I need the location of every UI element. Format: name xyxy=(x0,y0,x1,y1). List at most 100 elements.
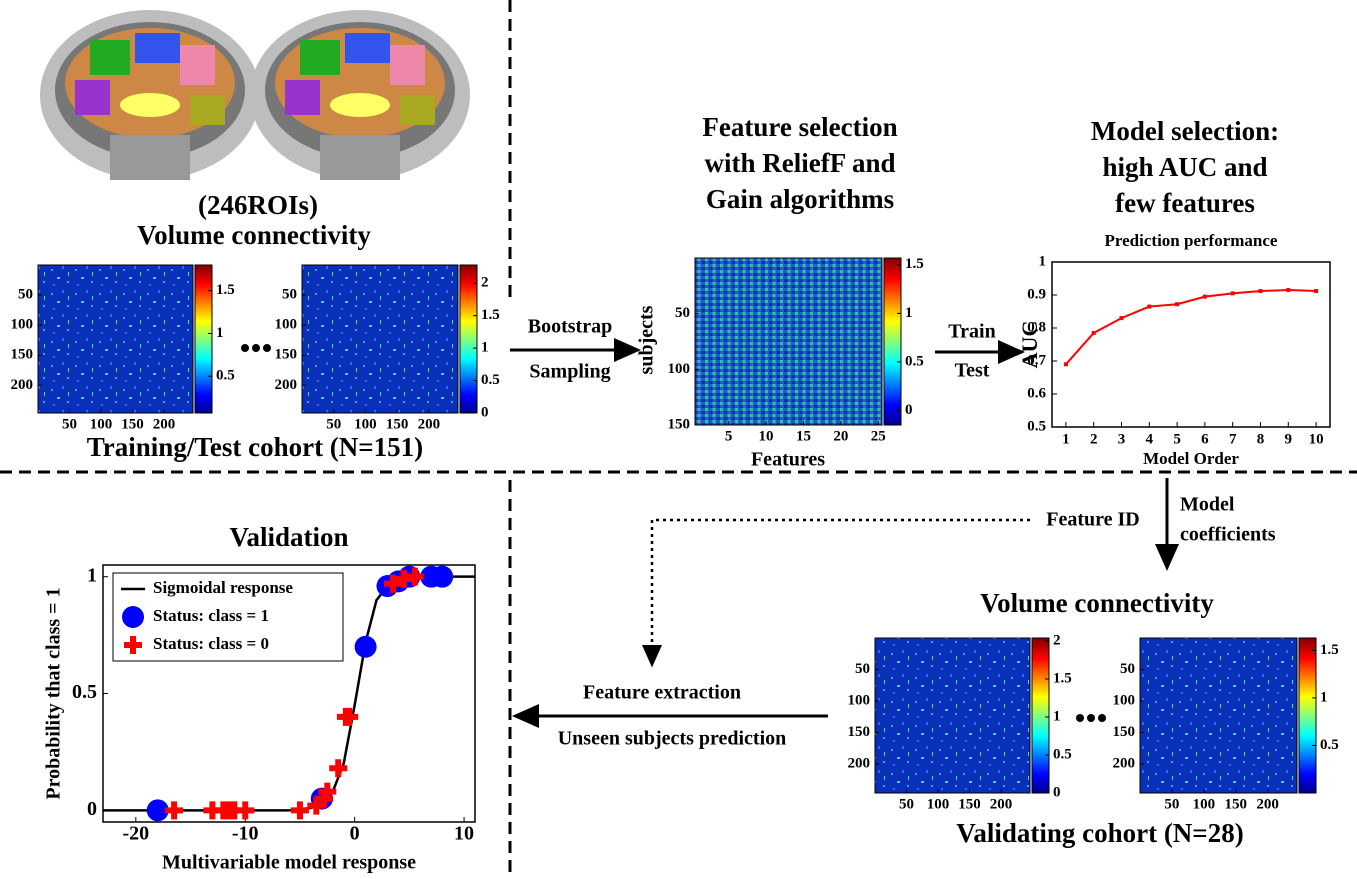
x-tick-label: 5 xyxy=(725,428,733,444)
colorbar-tick-label: 1.5 xyxy=(481,307,500,323)
colorbar xyxy=(460,265,477,413)
x-tick-label: 7 xyxy=(1229,431,1237,447)
panel-title: with ReliefF and xyxy=(705,148,896,178)
colorbar xyxy=(195,265,212,413)
colorbar-tick-label: 0.5 xyxy=(1053,746,1072,762)
x-tick-label: 2 xyxy=(1090,431,1098,447)
y-tick-label: 0 xyxy=(87,798,97,820)
chart-title: Prediction performance xyxy=(1105,231,1278,250)
point xyxy=(340,708,358,726)
x-tick-label: 50 xyxy=(899,796,914,812)
y-tick-label: 200 xyxy=(848,755,871,771)
x-tick-label: 1 xyxy=(1062,431,1070,447)
x-tick-label: 10 xyxy=(1309,431,1324,447)
legend-label: Status: class = 0 xyxy=(153,634,269,653)
x-tick-label: 20 xyxy=(833,428,848,444)
x-tick-label: 200 xyxy=(418,416,441,432)
colorbar-tick-label: 0.5 xyxy=(1320,737,1339,753)
y-tick-label: 50 xyxy=(282,287,297,303)
x-tick-label: 4 xyxy=(1146,431,1154,447)
caption: Training/Test cohort (N=151) xyxy=(87,432,423,462)
colorbar xyxy=(1299,638,1316,793)
colorbar-tick-label: 0 xyxy=(905,402,913,418)
y-tick-label: 100 xyxy=(11,317,34,333)
colorbar-tick-label: 1.5 xyxy=(905,256,924,272)
x-tick-label: 9 xyxy=(1285,431,1293,447)
x-tick-label: 100 xyxy=(90,416,113,432)
x-tick-label: 10 xyxy=(454,823,474,845)
y-tick-label: 1 xyxy=(1039,253,1047,269)
y-tick-label: 200 xyxy=(1113,755,1136,771)
x-tick-label: 100 xyxy=(354,416,377,432)
x-tick-label: 15 xyxy=(796,428,811,444)
point xyxy=(1259,289,1263,293)
colorbar-tick-label: 2 xyxy=(1053,632,1061,648)
panel-title: Volume connectivity xyxy=(137,220,371,250)
colorbar-tick-label: 0.5 xyxy=(481,372,500,388)
x-tick-label: 5 xyxy=(1173,431,1181,447)
heatmap xyxy=(875,638,1030,793)
panel-title: Feature selection xyxy=(702,112,897,142)
brain-images xyxy=(0,10,505,190)
point xyxy=(355,636,377,658)
point xyxy=(165,801,183,819)
heatmap xyxy=(302,265,458,413)
x-tick-label: 3 xyxy=(1118,431,1126,447)
colorbar-tick-label: 0 xyxy=(1053,784,1061,800)
x-tick-label: 100 xyxy=(1193,796,1216,812)
x-tick-label: 25 xyxy=(871,428,886,444)
y-tick-label: 150 xyxy=(668,416,691,432)
y-tick-label: 50 xyxy=(855,661,870,677)
point xyxy=(236,801,254,819)
y-tick-label: 100 xyxy=(668,361,691,377)
y-tick-label: 50 xyxy=(675,305,690,321)
point xyxy=(1147,305,1151,309)
x-tick-label: 200 xyxy=(990,796,1013,812)
point xyxy=(1064,362,1068,366)
point xyxy=(1120,316,1124,320)
colorbar-tick-label: 0 xyxy=(481,404,489,420)
colorbar-tick-label: 1 xyxy=(216,325,224,341)
x-tick-label: 100 xyxy=(927,796,950,812)
y-tick-label: 0.9 xyxy=(1027,286,1046,302)
colorbar-tick-label: 1.5 xyxy=(1320,642,1339,658)
caption: Validating cohort (N=28) xyxy=(956,818,1243,848)
legend-label: Sigmoidal response xyxy=(153,578,293,597)
colorbar xyxy=(884,258,901,425)
point xyxy=(1203,295,1207,299)
point xyxy=(1231,291,1235,295)
y-tick-label: 200 xyxy=(11,377,34,393)
arrow-label: Model xyxy=(1180,494,1235,516)
arrow-label: Bootstrap xyxy=(528,316,612,338)
panel-title: Volume connectivity xyxy=(980,588,1214,618)
x-axis-label: Model Order xyxy=(1143,449,1239,468)
colorbar-tick-label: 1.5 xyxy=(1053,670,1072,686)
y-tick-label: 0.5 xyxy=(1027,418,1046,434)
colorbar-tick-label: 1 xyxy=(481,340,489,356)
figure: (246ROIs) Volume connectivity Training/T… xyxy=(0,0,1357,879)
point xyxy=(1314,289,1318,293)
x-tick-label: -10 xyxy=(232,823,259,845)
y-tick-label: 50 xyxy=(1120,661,1135,677)
y-tick-label: 100 xyxy=(275,317,298,333)
x-tick-label: 50 xyxy=(1164,796,1179,812)
heatmap xyxy=(695,258,882,425)
panel-title: few features xyxy=(1115,188,1255,218)
panel-title: high AUC and xyxy=(1102,152,1267,182)
arrow-label: Sampling xyxy=(529,361,610,383)
y-tick-label: 150 xyxy=(11,347,34,363)
plot-frame xyxy=(1052,262,1330,427)
x-tick-label: 6 xyxy=(1201,431,1209,447)
heatmap xyxy=(38,265,193,413)
point xyxy=(431,566,453,588)
x-tick-label: -20 xyxy=(122,823,149,845)
point xyxy=(1286,288,1290,292)
arrow-label: Feature extraction xyxy=(583,682,741,704)
point xyxy=(1092,331,1096,335)
heatmap xyxy=(1140,638,1297,793)
y-tick-label: 1 xyxy=(87,564,97,586)
axis-label: subjects xyxy=(636,305,658,374)
x-axis-label: Multivariable model response xyxy=(162,852,416,874)
point xyxy=(1175,302,1179,306)
y-tick-label: 50 xyxy=(18,287,33,303)
